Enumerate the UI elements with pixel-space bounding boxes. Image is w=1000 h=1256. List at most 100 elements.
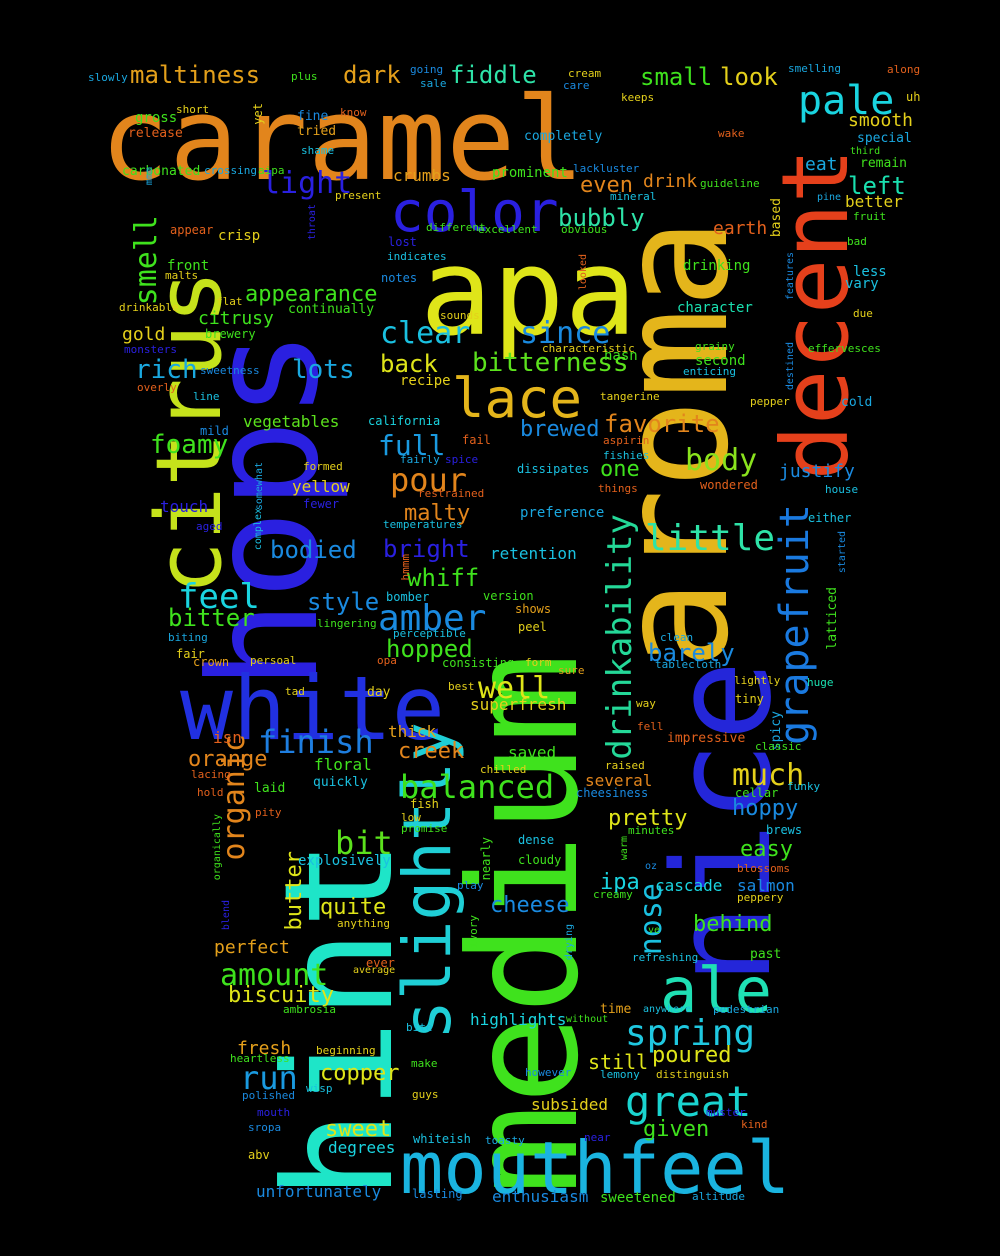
word-kind: kind [741,1118,768,1131]
word-third: third [850,146,881,157]
word-blend: blend [221,899,232,930]
word-foamy: foamy [150,430,229,460]
word-cellar: cellar [735,786,779,800]
word-peppery: peppery [737,891,784,904]
word-fell: fell [637,720,664,733]
word-pine: pine [817,192,842,203]
word-excellent: excellent [478,223,538,236]
word-anything: anything [337,917,390,930]
word-spring: spring [625,1013,756,1054]
word-clean: clean [660,631,694,644]
word-finish: finish [258,723,374,761]
word-heartless: heartless [230,1052,290,1065]
word-cheesiness: cheesiness [576,786,649,800]
word-given: given [643,1117,710,1142]
word-bubbly: bubbly [558,204,645,232]
word-floral: floral [314,755,372,774]
word-dark: dark [343,61,401,89]
word-slowly: slowly [88,71,128,84]
word-citrusy: citrusy [198,308,274,329]
word-fine: fine [297,109,329,124]
word-gross: gross [135,110,178,126]
word-retention: retention [490,544,577,563]
word-carbonated: carbonated [122,164,201,179]
word-organically: organically [212,813,223,880]
word-quickly: quickly [313,775,368,790]
word-cheese: cheese [490,893,570,918]
word-eat: eat [805,154,838,175]
word-easy: easy [740,837,793,862]
word-shame: shame [301,144,335,157]
word-continually: continually [288,302,375,317]
word-character: character [677,300,753,316]
word-lots: lots [292,355,355,385]
word-impressive: impressive [667,731,746,746]
word-superfresh: superfresh [470,695,567,714]
word-hold: hold [197,786,224,799]
word-persoal: persoal [250,654,297,667]
word-behind: behind [693,912,773,937]
word-house: house [825,483,859,496]
word-wake: wake [718,127,745,140]
word-much: much [732,758,805,793]
word-aspirin: aspirin [603,434,650,447]
word-polished: polished [242,1089,295,1102]
word-ivory: ivory [467,914,480,948]
word-degrees: degrees [328,1138,396,1157]
word-front: front [167,258,210,274]
word-either: either [808,511,852,525]
word-whiff: whiff [407,564,480,592]
word-bite: bite [406,1021,433,1034]
word-peel: peel [518,620,547,634]
word-aged: aged [196,520,223,533]
word-poured: poured [652,1043,732,1068]
word-due: due [853,307,873,320]
word-guideline: guideline [700,177,760,190]
word-california: california [368,414,441,428]
word-better: better [845,192,903,211]
word-release: release [128,126,183,141]
word-uh: uh [906,90,921,104]
word-brewery: brewery [205,327,256,341]
word-wondered: wondered [700,478,758,492]
word-bad: bad [847,235,867,248]
word-pity: pity [255,806,282,819]
word-fishies: fishies [603,449,650,462]
word-temperatures: temperatures [383,518,463,531]
word-form: form [525,656,552,669]
word-tangerine: tangerine [600,390,660,403]
word-feel: feel [178,577,260,617]
word-ipa: ipa [600,870,640,895]
word-balanced: balanced [400,768,555,806]
word-play: play [457,879,484,892]
word-based: based [769,197,784,237]
word-notes: notes [381,271,418,285]
word-drying: drying [564,923,575,960]
word-care: care [563,79,590,92]
word-obvious: obvious [561,223,608,236]
word-blossoms: blossoms [737,862,790,875]
word-know: know [340,106,367,119]
word-features: features [785,251,796,300]
word-yet: yet [251,103,265,125]
word-ambrosia: ambrosia [283,1003,336,1016]
word-anywhere: anywhere [643,1004,692,1015]
word-time: time [600,1002,632,1017]
word-aipa: aipa [258,164,285,177]
word-lacing: lacing [191,768,231,781]
word-hmmm: hmmm [399,553,412,581]
word-hasn: hasn [604,348,638,364]
word-since: since [520,316,611,351]
word-even: even [580,173,633,198]
word-refreshing: refreshing [632,951,699,964]
word-amber: amber [378,598,487,639]
word-color: color [390,180,559,245]
word-subsided: subsided [531,1095,609,1114]
word-orange: orange [188,747,268,772]
word-bomber: bomber [386,590,430,604]
word-biscuity: biscuity [228,983,334,1008]
word-brewed: brewed [520,417,600,442]
word-fairly: fairly [400,453,440,466]
word-drinkable: drinkable [119,301,179,314]
word-keeps: keeps [621,91,655,104]
